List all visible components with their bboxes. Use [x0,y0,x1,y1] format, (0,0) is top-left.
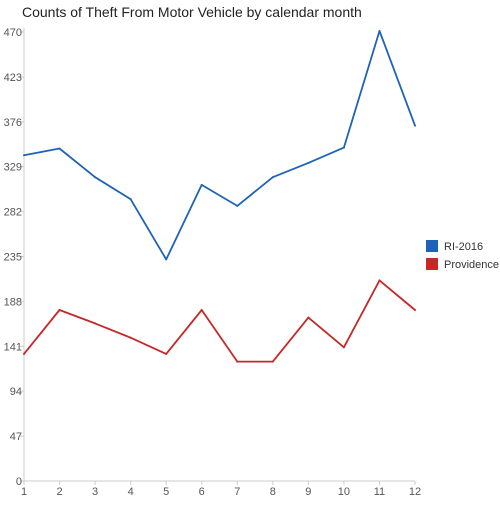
data-point-providence [23,352,25,355]
legend-swatch-providence [426,258,438,270]
data-point-providence [200,308,203,311]
x-tick-label: 1 [21,486,27,498]
y-tick-label: 235 [4,252,22,264]
x-tick-label: 8 [270,486,276,498]
y-tick-label: 282 [4,207,22,219]
y-tick-label: 423 [4,72,22,84]
x-tick-label: 5 [163,486,169,498]
y-tick-label: 94 [10,386,22,398]
data-point-ri-2016 [200,183,203,186]
legend-swatch-ri-2016 [426,240,438,252]
data-point-ri-2016 [414,124,416,127]
data-point-ri-2016 [23,154,25,157]
x-tick-label: 11 [374,486,385,498]
data-point-ri-2016 [129,198,132,201]
data-point-providence [271,360,274,363]
data-point-ri-2016 [271,176,274,179]
data-point-ri-2016 [236,204,239,207]
legend-label-ri-2016: RI-2016 [444,241,483,253]
x-tick-label: 3 [92,486,98,498]
x-tick-label: 12 [409,486,421,498]
data-point-providence [378,279,381,282]
y-tick-label: 141 [4,341,22,353]
data-point-providence [165,352,168,355]
x-tick-label: 4 [128,486,134,498]
data-point-ri-2016 [58,147,61,150]
data-point-providence [414,308,416,311]
legend-label-providence: Providence [444,259,499,271]
data-point-ri-2016 [342,146,345,149]
data-point-providence [129,336,132,339]
data-point-providence [307,316,310,319]
data-point-ri-2016 [165,258,168,261]
data-point-ri-2016 [307,161,310,164]
data-point-providence [94,322,97,325]
y-tick-label: 0 [16,476,22,488]
x-tick-label: 9 [305,486,311,498]
data-point-ri-2016 [378,30,381,33]
y-tick-label: 47 [10,431,22,443]
series-ri-2016 [23,30,416,261]
x-tick-label: 2 [56,486,62,498]
series-line-providence [23,279,416,363]
chart-title: Counts of Theft From Motor Vehicle by ca… [22,4,362,20]
legend: RI-2016 Providence [426,240,499,271]
x-tick-label: 6 [199,486,205,498]
y-tick-label: 329 [4,162,22,174]
series-lines [23,30,416,363]
y-tick-label: 376 [4,117,22,129]
data-point-providence [236,360,239,363]
data-point-ri-2016 [94,176,97,179]
y-tick-label: 188 [4,296,22,308]
series-providence [23,279,416,363]
x-tick-label: 10 [338,486,350,498]
data-point-providence [58,308,61,311]
data-point-providence [342,346,345,349]
x-tick-label: 7 [234,486,240,498]
y-tick-label: 470 [4,27,22,39]
series-line-ri-2016 [23,30,416,261]
